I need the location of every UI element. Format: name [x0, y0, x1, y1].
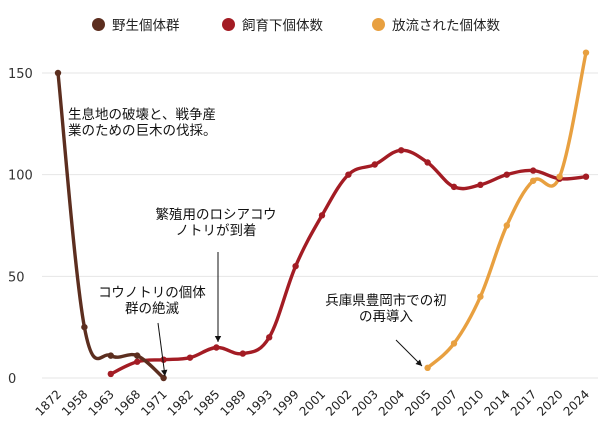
data-point-captive: [424, 159, 431, 166]
data-point-captive: [266, 334, 273, 341]
x-tick-label: 1963: [85, 387, 116, 418]
data-point-captive: [371, 161, 378, 168]
data-point-captive: [450, 183, 458, 191]
annotation-text: 群の絶滅: [125, 301, 179, 317]
x-tick-label: 2005: [402, 387, 433, 418]
data-point-wild: [54, 69, 62, 77]
x-tick-label: 1968: [112, 387, 143, 418]
data-point-released: [477, 293, 484, 300]
legend-item-released: 放流された個体数: [372, 14, 500, 34]
y-tick-label: 0: [8, 372, 16, 387]
x-tick-label: 1989: [217, 387, 248, 418]
x-tick-label: 2001: [297, 387, 328, 418]
data-point-captive: [582, 173, 590, 180]
annotation-text: 繁殖用のロシアコウ: [156, 206, 277, 223]
data-point-released: [424, 364, 431, 372]
legend-item-captive: 飼育下個体数: [222, 14, 323, 34]
x-tick-label: 1999: [270, 387, 301, 418]
data-point-wild: [160, 374, 167, 382]
annotation-text: 生息地の破壊と、戦争産: [68, 106, 216, 123]
x-tick-label: 1985: [191, 387, 222, 418]
annotation-text: ノトリが到着: [176, 222, 257, 239]
data-point-wild: [134, 352, 141, 359]
data-point-captive: [160, 356, 167, 363]
x-tick-label: 1958: [59, 387, 90, 418]
data-point-captive: [107, 370, 115, 378]
data-point-captive: [186, 354, 194, 361]
x-tick-label: 1971: [138, 387, 169, 418]
data-point-captive: [213, 344, 220, 351]
x-tick-label: 2007: [429, 387, 460, 418]
data-point-released: [450, 340, 458, 347]
annotation-text: コウノトリの個体: [98, 285, 206, 301]
data-point-released: [582, 49, 590, 56]
data-point-released: [530, 177, 537, 184]
x-tick-label: 2014: [481, 387, 512, 418]
annotation-arrowhead: [415, 359, 422, 366]
data-point-released: [556, 173, 563, 180]
data-point-captive: [503, 171, 510, 178]
x-tick-label: 2020: [534, 387, 565, 418]
annotation-arrowhead: [214, 336, 222, 342]
annotation-arrow: [395, 339, 423, 367]
data-point-captive: [345, 171, 352, 178]
data-point-captive: [477, 181, 484, 189]
x-tick-label: 2003: [349, 387, 380, 418]
annotation-arrowhead: [161, 369, 168, 376]
legend: 野生個体群 飼育下個体数 放流された個体数: [0, 14, 611, 36]
data-point-captive: [318, 212, 326, 219]
series-line-released: [425, 50, 588, 370]
annotation-arrow: [157, 322, 166, 377]
x-tick-label: 1982: [165, 387, 196, 418]
series-line-captive: [109, 148, 588, 376]
data-point-captive: [398, 147, 405, 154]
legend-item-wild: 野生個体群: [92, 14, 180, 34]
legend-label-captive: 飼育下個体数: [242, 18, 323, 34]
x-tick-label: 2004: [376, 387, 407, 418]
annotation-text: の再導入: [359, 309, 413, 325]
legend-label-released: 放流された個体数: [392, 18, 500, 34]
legend-label-wild: 野生個体群: [112, 18, 180, 34]
data-point-wild: [81, 323, 88, 331]
y-tick-label: 100: [8, 169, 33, 184]
legend-swatch-released: [372, 17, 385, 31]
data-point-captive: [134, 358, 141, 365]
y-tick-label: 50: [8, 270, 25, 285]
data-point-captive: [292, 262, 299, 270]
data-point-captive: [530, 167, 537, 174]
annotation-text: 業のための巨木の伐採。: [68, 123, 217, 139]
legend-swatch-captive: [222, 17, 235, 31]
data-point-wild: [107, 352, 115, 359]
data-point-released: [503, 222, 510, 229]
x-tick-label: 2010: [455, 387, 486, 418]
x-tick-label: 2024: [561, 387, 592, 418]
x-tick-label: 2017: [508, 387, 539, 418]
y-tick-label: 150: [8, 67, 33, 82]
x-tick-label: 2002: [323, 387, 354, 418]
legend-swatch-wild: [92, 17, 105, 31]
x-tick-label: 1993: [244, 387, 275, 418]
x-tick-label: 1872: [33, 387, 64, 418]
annotation-text: 兵庫県豊岡市での初: [325, 292, 447, 309]
data-point-captive: [239, 350, 246, 357]
